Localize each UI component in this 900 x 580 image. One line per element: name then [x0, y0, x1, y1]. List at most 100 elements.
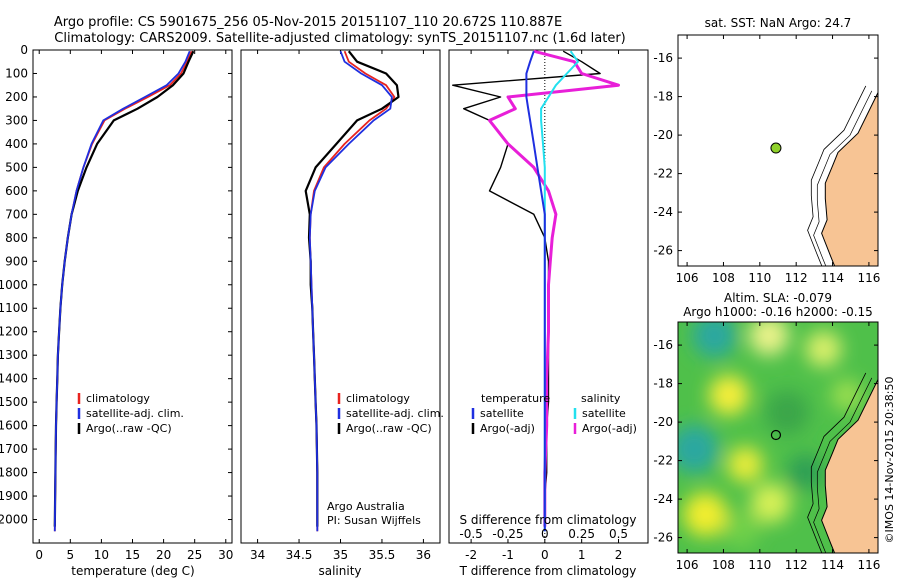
salinity-tick-label: 34.5 — [286, 548, 313, 562]
sst-map-xtick-label: 116 — [857, 271, 880, 285]
s-diff-ticks: -0.5 -0.25 0 0.25 0.5 — [459, 527, 628, 541]
salinity-legend-label: climatology — [346, 392, 410, 405]
sla-map-ytick-label: -22 — [653, 454, 673, 468]
argo-australia-label: Argo Australia — [327, 500, 405, 513]
land-mass — [821, 91, 878, 266]
sst-map-ytick-label: -26 — [653, 244, 673, 258]
difference-panel: -2 -1 0 1 2 T difference from climatology S … — [448, 49, 649, 578]
sla-title-line1: Altim. SLA: -0.079 — [724, 291, 832, 305]
sla-map-xtick-label: 116 — [857, 558, 880, 572]
depth-tick-label: 2000 — [0, 513, 28, 527]
sst-map-xtick-label: 106 — [676, 271, 699, 285]
depth-tick-label: 100 — [5, 66, 28, 80]
difference-legend: temperature salinity satellite Argo(-adj) sa… — [471, 392, 637, 435]
depth-tick-label: 0 — [20, 43, 28, 57]
salinity-satellite-line — [308, 50, 393, 532]
sla-blob — [727, 446, 764, 483]
depth-tick-label: 400 — [5, 137, 28, 151]
sst-map-axes: 106 108 110 112 114 116 -16 -18 -20 -22 -24 -26 — [653, 35, 880, 285]
sla-map-axes: 106 108 110 112 114 116 -16 -18 -20 -22 -24 -26 — [653, 322, 880, 572]
sla-blob — [787, 454, 824, 491]
sst-map-xtick-label: 110 — [748, 271, 771, 285]
sla-title-line2: Argo h1000: -0.16 h2000: -0.15 — [683, 305, 873, 319]
sla-map-ytick-label: -24 — [653, 492, 673, 506]
tdiff-legend-label: Argo(-adj) — [480, 422, 535, 435]
tdiff-legend-label: satellite — [480, 407, 524, 420]
temperature-tick-label: 5 — [66, 548, 74, 562]
t-diff-xlabel: T difference from climatology — [459, 564, 637, 578]
sst-map-panel: sat. SST: NaN Argo: 24.7 106 108 110 112 114… — [653, 16, 880, 285]
sla-map-ytick-label: -20 — [653, 415, 673, 429]
t-diff-tick-label: 2 — [615, 548, 623, 562]
sla-map-xtick-label: 106 — [676, 558, 699, 572]
float-marker — [770, 429, 782, 441]
temperature-tick-label: 30 — [218, 548, 233, 562]
land-mass — [821, 378, 878, 553]
depth-tick-label: 600 — [5, 184, 28, 198]
t-diff-tick-label: -2 — [465, 548, 477, 562]
imos-timestamp: ©IMOS 14-Nov-2015 20:38:50 — [883, 377, 896, 544]
depth-tick-label: 1400 — [0, 372, 28, 386]
legend-title-temperature: temperature — [481, 392, 550, 405]
sla-blob — [708, 375, 749, 416]
depth-tick-label: 900 — [5, 254, 28, 268]
sla-blob — [765, 390, 810, 435]
sla-map-panel: Altim. SLA: -0.079 Argo h1000: -0.16 h20… — [653, 291, 880, 572]
sst-map-xtick-label: 112 — [785, 271, 808, 285]
sdiff-legend-label: Argo(-adj) — [582, 422, 637, 435]
salinity-legend-label: Argo(..raw -QC) — [346, 422, 432, 435]
s-diff-tick-label: -0.5 — [459, 527, 482, 541]
temperature-legend: climatology satellite-adj. clim. Argo(..ra… — [77, 392, 184, 435]
shelf-contour — [807, 85, 867, 266]
t-diff-tick-label: 1 — [578, 548, 586, 562]
salinity-legend: climatology satellite-adj. clim. Argo(..ra… — [337, 392, 444, 435]
sla-map-xtick-label: 114 — [821, 558, 844, 572]
temperature-legend-label: Argo(..raw -QC) — [86, 422, 172, 435]
s-diff-tick-label: -0.25 — [492, 527, 523, 541]
sla-map-ytick-label: -26 — [653, 531, 673, 545]
tdiff-satellite-line — [525, 50, 546, 532]
sst-map-xtick-label: 114 — [821, 271, 844, 285]
temperature-x-axis: 0 5 10 15 20 25 30 — [35, 50, 233, 562]
sla-map-ytick-label: -16 — [653, 338, 673, 352]
s-diff-tick-label: 0 — [541, 527, 549, 541]
salinity-x-axis: 34 34.5 35 35.5 36 — [250, 50, 431, 562]
temperature-satellite-line — [53, 50, 191, 532]
sst-map-ytick-label: -20 — [653, 128, 673, 142]
shelf-contour — [813, 90, 873, 266]
temperature-panel: 0100200300400500600700800900100011001200… — [0, 43, 648, 578]
s-diff-tick-label: 0.5 — [609, 527, 628, 541]
sst-map-title: sat. SST: NaN Argo: 24.7 — [705, 16, 852, 30]
temperature-tick-label: 0 — [35, 548, 43, 562]
depth-tick-label: 1300 — [0, 348, 28, 362]
temperature-legend-label: satellite-adj. clim. — [86, 407, 184, 420]
sla-map-xtick-label: 108 — [712, 558, 735, 572]
depth-tick-label: 1800 — [0, 466, 28, 480]
sla-map-xtick-label: 112 — [785, 558, 808, 572]
t-diff-tick-label: 0 — [541, 548, 549, 562]
sla-blob — [805, 330, 842, 367]
sst-map-ytick-label: -22 — [653, 167, 673, 181]
temperature-tick-label: 20 — [156, 548, 171, 562]
t-diff-tick-label: -1 — [502, 548, 514, 562]
temperature-axes — [32, 49, 233, 544]
sla-blob — [723, 511, 760, 548]
difference-series — [452, 49, 620, 532]
sdiff-argo-line — [488, 49, 620, 527]
depth-tick-label: 1100 — [0, 301, 28, 315]
depth-tick-label: 1500 — [0, 395, 28, 409]
sdiff-legend-label: satellite — [582, 407, 626, 420]
temperature-tick-label: 25 — [187, 548, 202, 562]
salinity-tick-label: 35 — [333, 548, 348, 562]
depth-tick-label: 700 — [5, 207, 28, 221]
pi-label: PI: Susan Wijffels — [327, 514, 421, 527]
depth-tick-label: 300 — [5, 113, 28, 127]
float-marker — [770, 142, 782, 154]
temperature-tick-label: 15 — [125, 548, 140, 562]
sla-blob — [683, 492, 728, 537]
sla-blob — [831, 379, 864, 412]
depth-tick-label: 1900 — [0, 489, 28, 503]
depth-tick-label: 1000 — [0, 278, 28, 292]
